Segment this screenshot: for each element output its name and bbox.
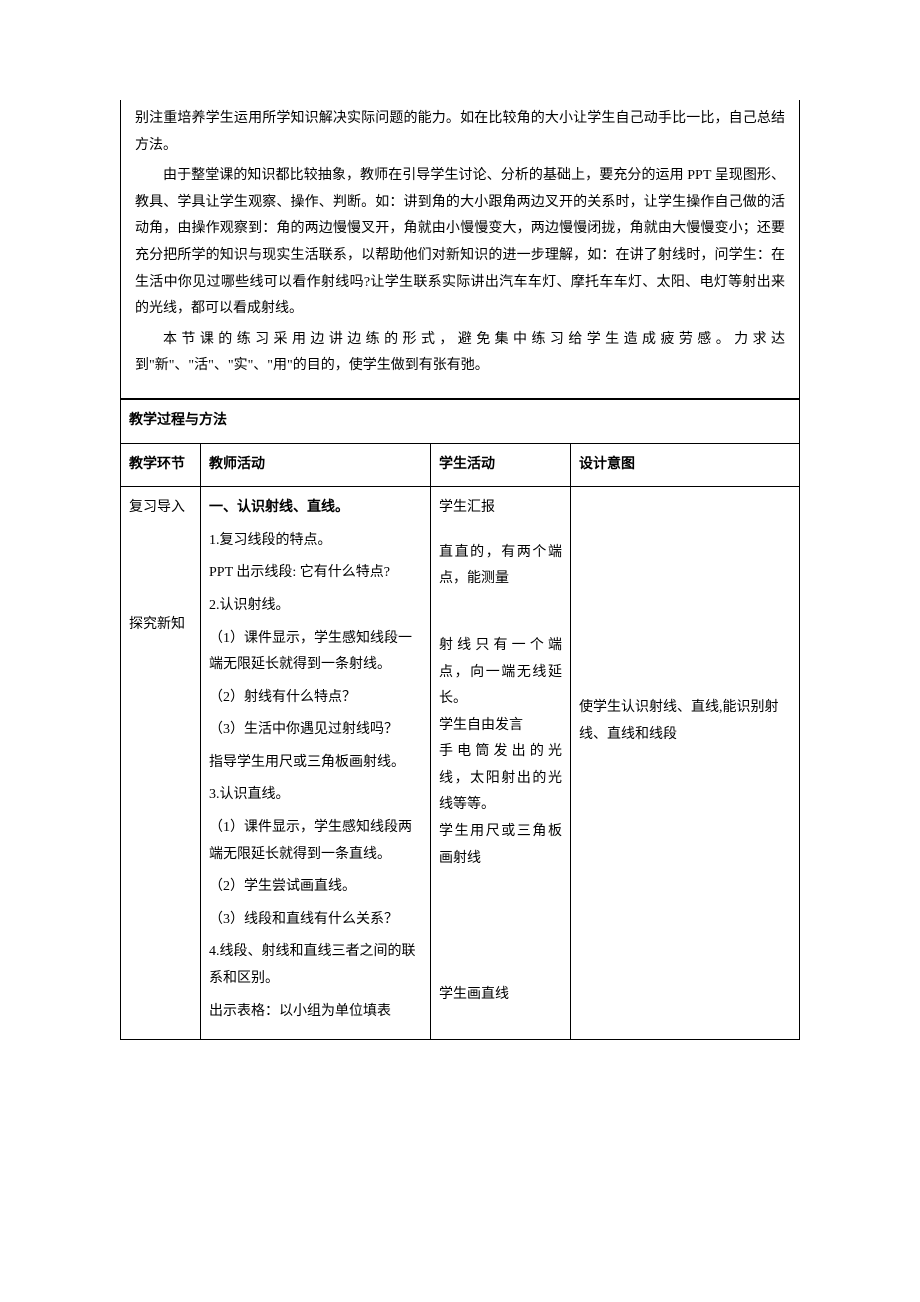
teacher-line: （3）生活中你遇见过射线吗？ [209,717,422,744]
col-header-teacher: 教师活动 [201,443,431,487]
teacher-line: 出示表格：以小组为单位填表 [209,999,422,1026]
teacher-line: 指导学生用尺或三角板画射线。 [209,750,422,777]
student-line: 学生用尺或三角板画射线 [439,819,562,872]
student-cell: 学生汇报 直直的，有两个端点，能测量 射线只有一个端点，向一端无线延长。 学生自… [431,487,571,1040]
student-line: 学生汇报 [439,495,562,522]
student-line: 直直的，有两个端点，能测量 [439,540,562,593]
intro-paragraph-3: 本节课的练习采用边讲边练的形式，避免集中练习给学生造成疲劳感。力求达到"新"、"… [135,327,785,380]
intent-text: 使学生认识射线、直线,能识别射线、直线和线段 [579,695,791,748]
student-line: 射线只有一个端点，向一端无线延长。 [439,633,562,713]
stage-label-1: 复习导入 [129,495,192,522]
content-row: 复习导入 探究新知 一、认识射线、直线。 1.复习线段的特点。 PPT 出示线段… [121,487,800,1040]
intent-cell: 使学生认识射线、直线,能识别射线、直线和线段 [571,487,800,1040]
teacher-line: PPT 出示线段: 它有什么特点? [209,560,422,587]
col-header-intent: 设计意图 [571,443,800,487]
teacher-line: （1）课件显示，学生感知线段两端无限延长就得到一条直线。 [209,815,422,868]
col-header-stage: 教学环节 [121,443,201,487]
column-header-row: 教学环节 教师活动 学生活动 设计意图 [121,443,800,487]
document-page: 别注重培养学生运用所学知识解决实际问题的能力。如在比较角的大小让学生自己动手比一… [0,0,920,1100]
student-line: 手电筒发出的光线，太阳射出的光线等等。 [439,739,562,819]
student-line: 学生自由发言 [439,713,562,740]
teacher-line: （2）射线有什么特点？ [209,685,422,712]
student-line: 学生画直线 [439,982,562,1009]
teacher-line: （1）课件显示，学生感知线段一端无限延长就得到一条射线。 [209,626,422,679]
section-header: 教学过程与方法 [121,399,800,443]
col-header-student: 学生活动 [431,443,571,487]
intro-paragraph-1: 别注重培养学生运用所学知识解决实际问题的能力。如在比较角的大小让学生自己动手比一… [135,106,785,159]
teacher-line: （2）学生尝试画直线。 [209,874,422,901]
teacher-line: 1.复习线段的特点。 [209,528,422,555]
stage-cell: 复习导入 探究新知 [121,487,201,1040]
intro-paragraph-2: 由于整堂课的知识都比较抽象，教师在引导学生讨论、分析的基础上，要充分的运用 PP… [135,163,785,323]
stage-label-2: 探究新知 [129,612,192,639]
intro-cell: 别注重培养学生运用所学知识解决实际问题的能力。如在比较角的大小让学生自己动手比一… [120,100,800,399]
lesson-table: 教学过程与方法 教学环节 教师活动 学生活动 设计意图 复习导入 探究新知 一、… [120,399,800,1040]
teacher-line: （3）线段和直线有什么关系？ [209,907,422,934]
teacher-line: 4.线段、射线和直线三者之间的联系和区别。 [209,939,422,992]
teacher-line: 2.认识射线。 [209,593,422,620]
section-header-row: 教学过程与方法 [121,399,800,443]
teacher-heading-1: 一、认识射线、直线。 [209,495,422,522]
intent-spacer [579,495,791,695]
teacher-cell: 一、认识射线、直线。 1.复习线段的特点。 PPT 出示线段: 它有什么特点? … [201,487,431,1040]
teacher-line: 3.认识直线。 [209,782,422,809]
